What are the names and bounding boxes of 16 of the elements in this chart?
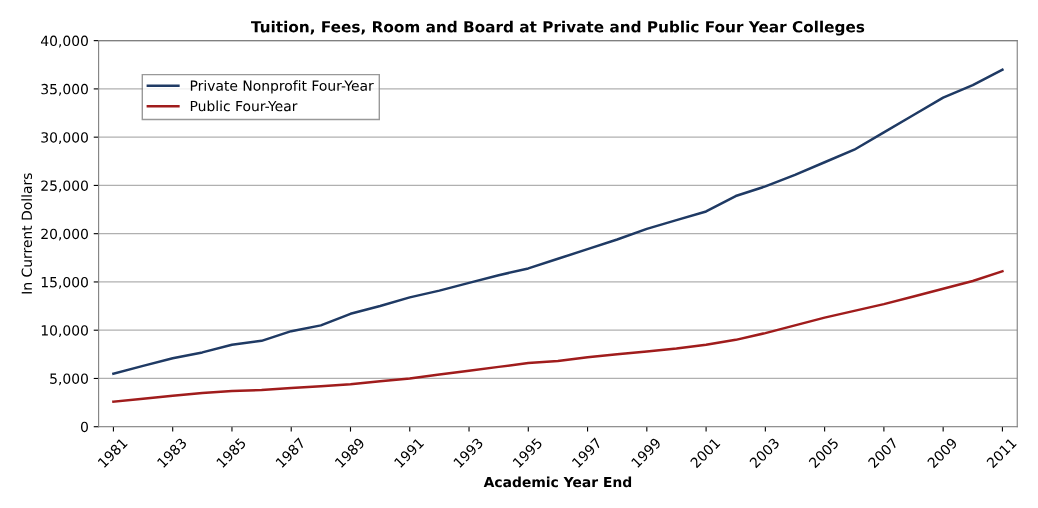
y-tick-label: 0	[80, 421, 88, 433]
y-tick-label: 30,000	[41, 132, 88, 145]
x-axis-title: Academic Year End	[483, 476, 632, 488]
y-tick-label: 25,000	[41, 180, 88, 193]
legend-label: Public Four-Year	[190, 100, 298, 112]
legend-label: Private Nonprofit Four-Year	[190, 80, 374, 94]
y-tick-label: 15,000	[41, 276, 88, 289]
line-series	[112, 68, 1004, 375]
y-tick-label: 20,000	[41, 228, 88, 241]
line-series	[112, 270, 1004, 403]
y-tick-label: 5,000	[50, 373, 88, 386]
y-axis-title: In Current Dollars	[21, 173, 33, 294]
chart-title: Tuition, Fees, Room and Board at Private and Public Four Year Colleges	[251, 20, 865, 36]
y-tick-label: 10,000	[41, 325, 88, 338]
y-tick-label: 35,000	[41, 83, 88, 96]
y-tick-label: 40,000	[40, 35, 88, 48]
